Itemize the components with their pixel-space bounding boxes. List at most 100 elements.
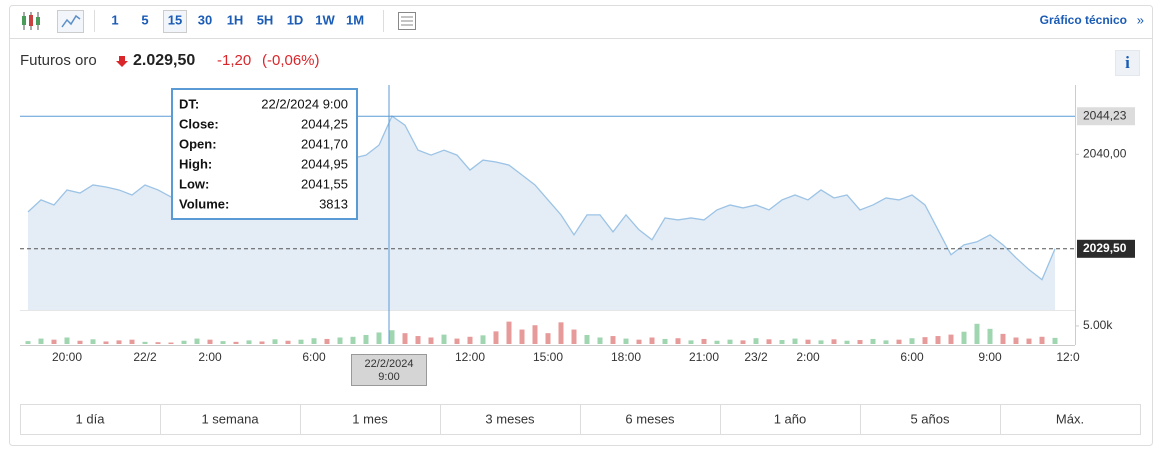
range-button[interactable] [160, 404, 301, 435]
x-tick-label: 2:00 [796, 350, 820, 364]
volume-bar [90, 339, 96, 344]
price-area [28, 116, 1055, 310]
info-button[interactable] [1115, 50, 1140, 76]
volume-bar [831, 339, 837, 344]
tooltip-value: 3813 [319, 196, 348, 211]
x-tick-label: 15:00 [533, 350, 563, 364]
volume-bar [25, 341, 31, 344]
info-glyph: i [1125, 53, 1130, 72]
crosshair-y-box [1077, 107, 1135, 126]
crosshair-x-box [351, 354, 427, 386]
range-button[interactable] [720, 404, 861, 435]
volume-bar [402, 333, 408, 344]
x-tick-label: 2:00 [198, 350, 222, 364]
volume-bar [558, 322, 564, 344]
x-tick-label: 6:00 [302, 350, 326, 364]
volume-bar [1039, 336, 1045, 344]
volume-bar [38, 338, 44, 344]
y-tick-label: 2040,00 [1083, 146, 1127, 160]
interval-selected [163, 10, 187, 33]
crosshair-x-time: 9:00 [378, 371, 399, 383]
volume-bar [467, 336, 473, 344]
tooltip-value: 22/2/2024 9:00 [261, 96, 348, 111]
volume-bar [233, 341, 239, 344]
volume-bar [272, 339, 278, 344]
volume-bar [376, 332, 382, 344]
volume-bar [779, 340, 785, 344]
volume-bar [623, 338, 629, 344]
volume-bar [909, 338, 915, 344]
volume-bar [597, 337, 603, 344]
volume-bar [285, 340, 291, 344]
x-tick-label: 9:00 [978, 350, 1002, 364]
crosshair-y-label: 2044,23 [1083, 108, 1127, 122]
volume-bar [220, 341, 226, 344]
volume-bar [311, 338, 317, 344]
volume-bar [701, 338, 707, 344]
range-button[interactable] [300, 404, 441, 435]
volume-bar [545, 333, 551, 344]
volume-bar [441, 334, 447, 344]
interval-button[interactable]: 30 [198, 12, 212, 27]
interval-button[interactable]: 15 [168, 12, 182, 27]
range-button[interactable] [1000, 404, 1141, 435]
last-value-box [1077, 239, 1135, 258]
volume-bar [974, 323, 980, 344]
candle-icon[interactable] [22, 12, 40, 30]
x-tick-label: 22/2 [133, 350, 157, 364]
interval-button[interactable]: 5H [257, 12, 274, 27]
volume-bar [948, 334, 954, 344]
range-label: 1 día [76, 411, 106, 426]
volume-bar [571, 329, 577, 344]
volume-bar [1026, 338, 1032, 344]
tooltip [171, 88, 358, 220]
volume-bar [389, 330, 395, 344]
volume-bar [337, 337, 343, 344]
interval-button[interactable]: 1 [111, 12, 118, 27]
volume-bar [298, 339, 304, 344]
plot: Investing.com2040,005.00k20:0022/22:006:… [20, 85, 1135, 386]
range-label: 1 año [774, 411, 807, 426]
range-label: Máx. [1056, 411, 1084, 426]
table-icon[interactable] [398, 12, 416, 30]
technical-link[interactable]: Gráfico técnico [1040, 13, 1127, 27]
volume-bar [506, 321, 512, 344]
interval-button[interactable]: 5 [141, 12, 148, 27]
line-icon[interactable] [57, 10, 84, 33]
volume-bar [103, 341, 109, 344]
interval-button[interactable]: 1D [287, 12, 304, 27]
volume-bar [454, 338, 460, 344]
volume-bar [142, 341, 148, 344]
change: -1,20 [217, 52, 251, 69]
volume-bar [792, 338, 798, 344]
change-pct: (-0,06%) [262, 52, 320, 69]
volume-bar [324, 338, 330, 344]
tooltip-value: 2044,25 [301, 116, 348, 131]
interval-button[interactable]: 1H [227, 12, 244, 27]
volume-bar [116, 340, 122, 344]
volume-bar [1052, 337, 1058, 344]
volume-bar [415, 336, 421, 344]
volume-bar [168, 342, 174, 344]
range-buttons: 1 día 1 semana 1 mes 3 meses 6 meses 1 año 5 a… [20, 404, 1141, 435]
volume-bar [987, 328, 993, 344]
interval-button[interactable]: 1W [315, 12, 335, 27]
range-button[interactable] [20, 404, 161, 435]
x-tick-label: 18:00 [611, 350, 641, 364]
tooltip-value: 2041,55 [301, 176, 348, 191]
tooltip-label: Open: [179, 136, 217, 151]
volume-bar [740, 340, 746, 344]
x-tick-label: 20:00 [52, 350, 82, 364]
volume-bar [896, 339, 902, 344]
technical-arrow[interactable]: » [1137, 12, 1144, 27]
volume-bar [519, 329, 525, 344]
volume-bar [51, 339, 57, 344]
volume-bar [766, 339, 772, 344]
instrument-name: Futuros oro [20, 52, 97, 69]
tooltip-label: DT: [179, 96, 199, 111]
volume-bar [129, 339, 135, 344]
volume-bar [636, 339, 642, 344]
interval-button[interactable]: 1M [346, 12, 364, 27]
volume-bar [363, 334, 369, 344]
